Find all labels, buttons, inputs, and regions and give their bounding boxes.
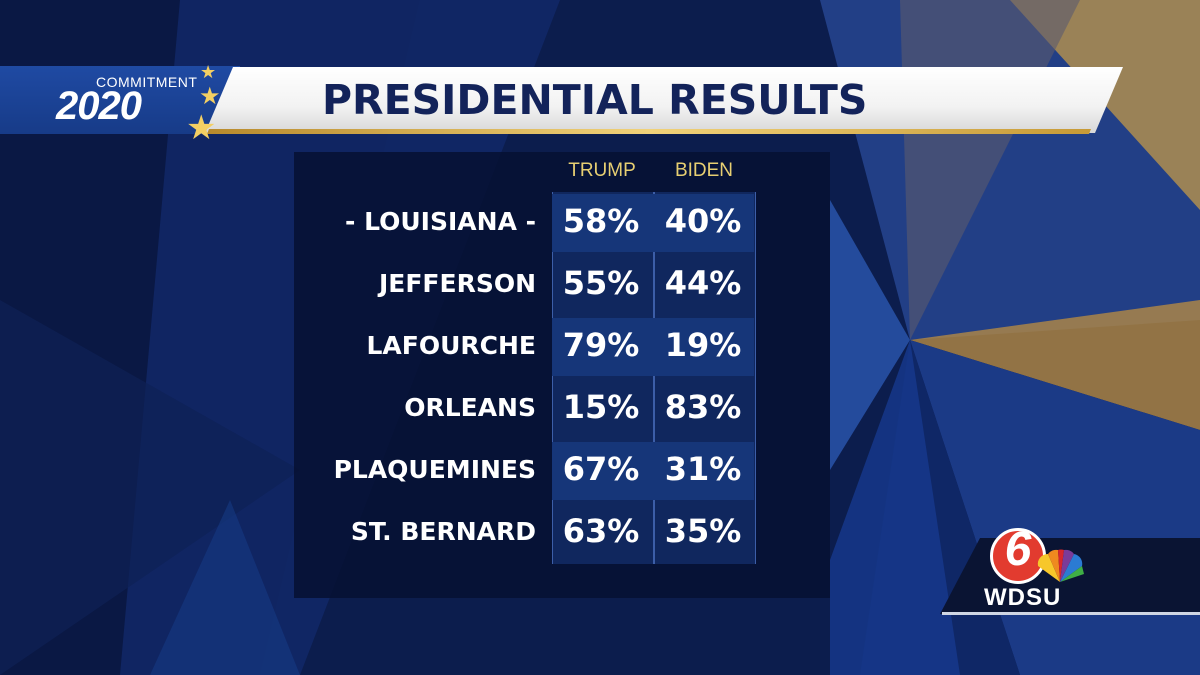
star-icon: ★: [199, 82, 221, 110]
biden-percent: 35%: [664, 512, 742, 550]
peacock-icon: [1037, 549, 1084, 582]
banner-gold-stripe: [207, 129, 1091, 134]
trump-percent: 55%: [562, 264, 640, 302]
logo-year-text: 2020: [56, 84, 142, 128]
row-band: [552, 318, 754, 376]
trump-percent: 58%: [562, 202, 640, 240]
biden-column: [654, 192, 756, 564]
biden-percent: 40%: [664, 202, 742, 240]
station-call-letters: WDSU: [984, 584, 1062, 611]
page-title: PRESIDENTIAL RESULTS: [322, 76, 868, 124]
star-icon: ★: [186, 108, 217, 148]
biden-percent: 31%: [664, 450, 742, 488]
county-label: PLAQUEMINES: [333, 455, 536, 484]
county-label: JEFFERSON: [378, 269, 536, 298]
trump-percent: 63%: [562, 512, 640, 550]
trump-column: [552, 192, 654, 564]
row-band: [552, 194, 754, 252]
banner-left-bar: [0, 66, 240, 134]
station-logo-underline: [942, 612, 1200, 615]
star-icon: ★: [200, 62, 217, 83]
trump-percent: 15%: [562, 388, 640, 426]
column-header-trump: TRUMP: [568, 160, 636, 181]
biden-percent: 83%: [664, 388, 742, 426]
county-label: LAFOURCHE: [366, 331, 536, 360]
biden-percent: 19%: [664, 326, 742, 364]
channel-number: 6: [1004, 523, 1032, 576]
channel-six-badge: [990, 528, 1046, 584]
county-label: - LOUISIANA -: [345, 207, 536, 236]
county-label: ORLEANS: [404, 393, 536, 422]
county-label: ST. BERNARD: [350, 517, 536, 546]
title-banner: [205, 67, 1123, 133]
trump-percent: 79%: [562, 326, 640, 364]
column-header-biden: BIDEN: [674, 160, 734, 181]
trump-percent: 67%: [562, 450, 640, 488]
row-band: [552, 442, 754, 500]
logo-commitment-text: COMMITMENT: [96, 74, 198, 90]
biden-percent: 44%: [664, 264, 742, 302]
